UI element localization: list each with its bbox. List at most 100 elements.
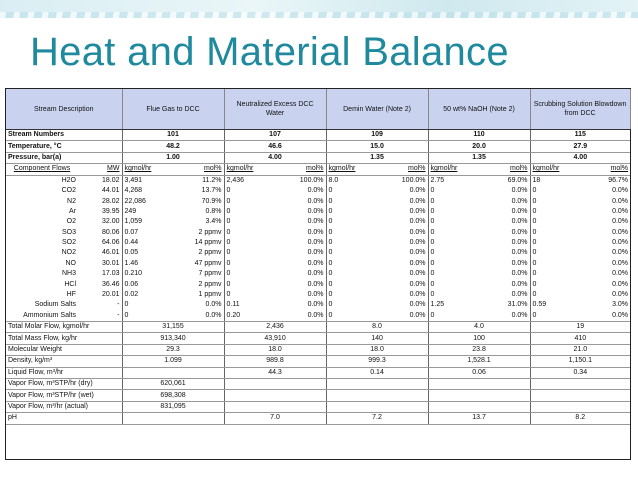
total-cell: 29.3 xyxy=(121,344,225,357)
component-value: 100.0% xyxy=(401,176,426,184)
component-value: 4,268 xyxy=(121,185,174,197)
molpct-header: mol% xyxy=(378,163,429,176)
component-row: NO 30.01 1.46 47 ppmv 0 0.0% 0 0.0% 0 0.0% 0 0.0% xyxy=(6,258,630,270)
total-cell xyxy=(223,378,327,391)
summary-cell: 1.00 xyxy=(121,152,225,165)
component-value: 0.44 xyxy=(121,237,174,249)
component-value: 0 xyxy=(325,279,379,290)
component-value: 0 xyxy=(427,258,481,270)
component-row: O2 32.00 1,059 3.4% 0 0.0% 0 0.0% 0 0.0% 0 0.0% xyxy=(6,217,630,228)
component-value: 0.0% xyxy=(409,249,426,257)
component-name: O2 xyxy=(66,218,76,226)
component-value: 0.0% xyxy=(511,259,528,267)
component-value: 0.0% xyxy=(307,239,324,247)
component-name: CO2 xyxy=(61,187,76,195)
component-name: Ar xyxy=(69,207,76,215)
total-cell: 410 xyxy=(529,332,631,345)
component-row: H2O 18.02 3,491 11.2% 2,436 100.0% 8.0 100.0% 2.… xyxy=(6,175,630,186)
component-value: 13.7% xyxy=(201,187,222,195)
component-value: 3,491 xyxy=(121,175,174,186)
total-label: Density, kg/m³ xyxy=(6,355,122,368)
component-value: 0.0% xyxy=(612,259,629,267)
component-mw: 44.01 xyxy=(101,187,120,195)
component-value: 69.0% xyxy=(507,176,528,184)
component-value: 0 xyxy=(223,206,277,218)
molpct-header: mol% xyxy=(276,163,327,176)
component-value: 0 xyxy=(223,237,277,249)
component-value: 0.0% xyxy=(307,187,324,195)
component-value: 0 xyxy=(427,269,481,280)
component-row: Ar 39.95 249 0.8% 0 0.0% 0 0.0% 0 0.0% 0 0.0% xyxy=(6,206,630,218)
component-row: SO3 80.06 0.07 2 ppmv 0 0.0% 0 0.0% 0 0.0% 0 0.0% xyxy=(6,227,630,238)
component-value: 0.0% xyxy=(307,228,324,236)
component-value: 0.0% xyxy=(612,207,629,215)
component-value: 0.0% xyxy=(511,187,528,195)
component-value: 0.0% xyxy=(307,259,324,267)
component-value: 0.0% xyxy=(307,280,324,288)
component-value: 0 xyxy=(325,185,379,197)
total-cell xyxy=(325,389,429,402)
component-value: 0.0% xyxy=(276,310,327,323)
total-cell: 7.0 xyxy=(223,412,327,425)
component-mw: 46.01 xyxy=(101,249,120,257)
component-value: 0 xyxy=(325,300,379,311)
total-cell: 0.34 xyxy=(529,367,631,380)
component-value: 0 xyxy=(223,217,277,228)
total-row: Total Mass Flow, kg/hr 913,340 43,910 140 10… xyxy=(6,332,631,345)
component-value: 18 xyxy=(529,175,583,186)
component-value: 0 xyxy=(325,206,379,218)
component-value: 70.9% xyxy=(201,197,222,205)
component-value: 31.0% xyxy=(507,301,528,309)
component-value: 2 ppmv xyxy=(198,228,222,236)
total-cell: 1,528.1 xyxy=(427,355,531,368)
column-header-4: 50 wt% NaOH (Note 2) xyxy=(428,89,531,130)
summary-cell: 109 xyxy=(325,129,429,142)
component-mw: 20.01 xyxy=(101,291,120,299)
total-cell: 698,308 xyxy=(121,389,225,402)
component-name: H2O xyxy=(61,176,76,184)
component-value: 0 xyxy=(325,217,379,228)
component-value: 14 ppmv xyxy=(194,239,222,247)
component-value: 0 xyxy=(223,279,277,290)
component-header-row: Component Flows MW kgmol/hr mol% kgmol/hr mol… xyxy=(6,163,631,176)
summary-row: Pressure, bar(a) 1.00 4.00 1.35 1.35 4.00 xyxy=(6,152,631,165)
total-cell xyxy=(325,401,429,414)
component-value: 0 xyxy=(427,196,481,207)
total-cell: 831,095 xyxy=(121,401,225,414)
total-row: Vapor Flow, m³/hr (actual) 831,095 xyxy=(6,401,631,414)
component-value: 0.05 xyxy=(121,248,174,259)
component-value: 0 xyxy=(529,227,583,238)
component-value: 0 xyxy=(529,279,583,290)
component-value: 0.0% xyxy=(409,239,426,247)
component-row: Ammonium Salts -0 0.0% 0.20 0.0% 0 0.0% 0 0.0% 0 0… xyxy=(6,310,631,323)
component-value: 0.0% xyxy=(307,207,324,215)
summary-cell: 46.6 xyxy=(223,140,327,153)
component-value: 0 xyxy=(427,237,481,249)
stream-description-header: Stream Description xyxy=(6,89,123,130)
kgmol-header: kgmol/hr xyxy=(121,163,174,176)
kgmol-header: kgmol/hr xyxy=(529,163,583,176)
balance-table: Stream Description Flue Gas to DCC Neutr… xyxy=(6,89,631,425)
component-mw: - xyxy=(78,310,122,323)
component-value: 0 xyxy=(325,248,379,259)
mw-header: MW xyxy=(78,163,122,176)
column-header-5: Scrubbing Solution Blowdown from DCC xyxy=(530,89,631,130)
component-value: 0.0% xyxy=(511,197,528,205)
total-row: Vapor Flow, m³STP/hr (wet) 698,308 xyxy=(6,389,631,402)
total-cell: 31,155 xyxy=(121,321,225,334)
component-value: 0 xyxy=(529,269,583,280)
component-value: 0.0% xyxy=(511,291,528,299)
total-cell: 13.7 xyxy=(427,412,531,425)
component-value: 0 xyxy=(121,310,174,323)
component-value: 0 xyxy=(121,300,174,311)
table-header-row: Stream Description Flue Gas to DCC Neutr… xyxy=(6,89,631,130)
total-cell xyxy=(223,401,327,414)
total-cell xyxy=(325,378,429,391)
component-value: 0.8% xyxy=(205,207,222,215)
component-value: 1.46 xyxy=(121,258,174,270)
kgmol-header: kgmol/hr xyxy=(223,163,277,176)
component-value: 22,086 xyxy=(121,196,174,207)
kgmol-header: kgmol/hr xyxy=(427,163,481,176)
component-value: 0 xyxy=(529,310,583,323)
component-name: SO2 xyxy=(61,239,76,247)
